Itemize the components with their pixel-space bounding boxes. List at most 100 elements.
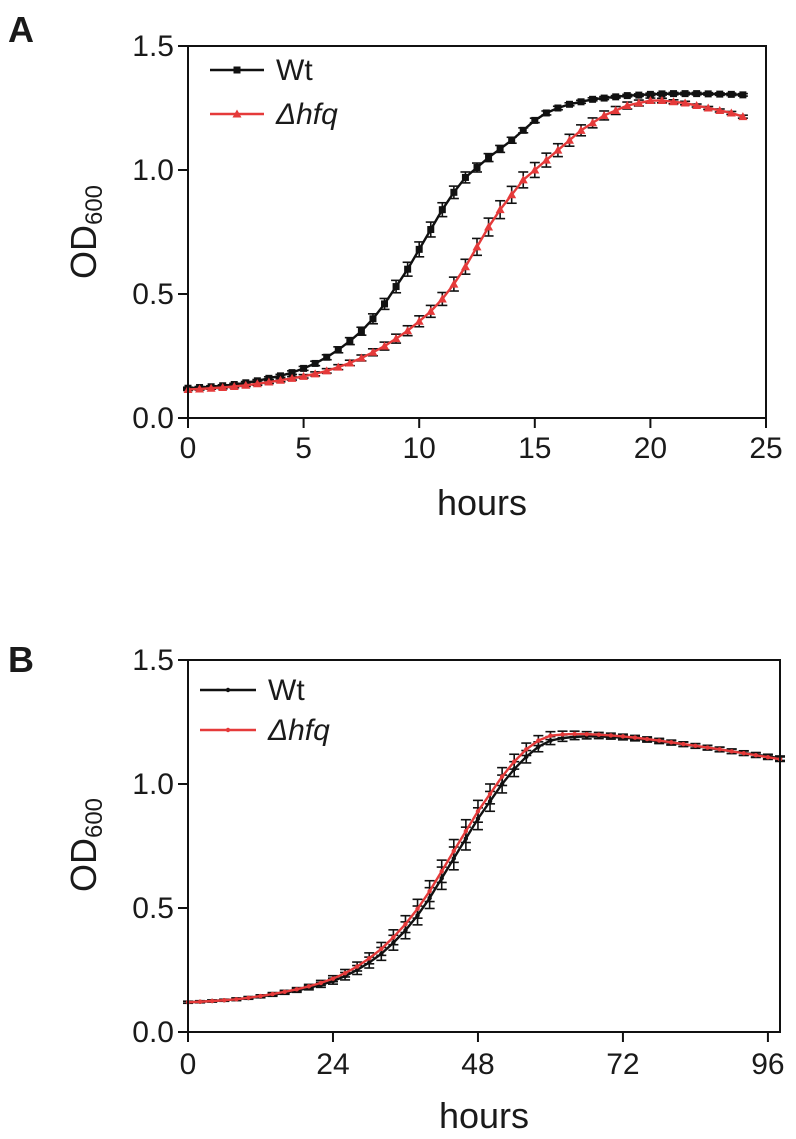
panel-a-series-0-point — [727, 90, 735, 98]
panel-b-series-1-point — [270, 991, 275, 997]
panel-a-xtick-label: 15 — [518, 432, 551, 465]
panel-a-series-1-point — [495, 205, 505, 214]
panel-b-series-1-point — [693, 743, 698, 749]
panel-a-series-1-point — [345, 358, 355, 367]
panel-a-series-1-point — [310, 369, 320, 378]
panel-a-series-1-point — [645, 96, 655, 105]
panel-a-series-1-point — [241, 380, 251, 389]
panel-b-series-1-point — [765, 755, 771, 760]
panel-b-series-1-point — [717, 747, 722, 752]
panel-a-series-0-point — [427, 226, 435, 234]
panel-b-series-1-point — [499, 774, 505, 779]
panel-b-series-1-point — [439, 869, 444, 874]
panel-a-series-1-point — [530, 165, 540, 174]
panel-b-series-1-point — [681, 741, 686, 747]
panel-a-series-0-point — [473, 164, 481, 172]
panel-a-series-0-point — [496, 145, 504, 153]
panel-a-legend-label-1: Δhfq — [275, 98, 338, 131]
panel-b-series-1-point — [524, 747, 529, 752]
panel-b-ytick-label: 1.5 — [132, 644, 174, 677]
panel-b-series-1-point — [427, 888, 432, 894]
panel-b-series-1-point — [234, 997, 239, 1002]
panel-a-series-0-point — [589, 95, 597, 103]
panel-a-series-0-point — [612, 93, 620, 101]
panel-b-series-1-point — [403, 921, 408, 927]
panel-a-series-1-point — [356, 353, 366, 362]
panel-b-xtick-label: 24 — [316, 1048, 349, 1081]
panel-b-ytick-label: 1.0 — [132, 768, 174, 801]
panel-b-series-1-point — [475, 809, 481, 814]
panel-a-series-0-point — [450, 188, 458, 196]
panel-b-plot — [183, 730, 785, 1005]
panel-a-series-1-point — [541, 155, 551, 164]
panel-a-series-0-point — [531, 116, 539, 124]
panel-b-legend-label-1: Δhfq — [267, 714, 330, 747]
panel-a-series-1-point — [692, 101, 702, 110]
panel-a-xtick-label: 10 — [403, 432, 436, 465]
panel-a-series-1-point — [576, 125, 586, 134]
panel-b-series-1-point — [536, 738, 541, 743]
panel-a-legend-entry-0: Wt — [210, 54, 313, 87]
panel-a-series-1-point — [218, 382, 228, 391]
panel-b-series-1-point — [548, 733, 553, 738]
panel-b-letter: B — [8, 639, 34, 680]
panel-a-series-0-point — [693, 90, 701, 98]
panel-a-legend: Wt Δhfq — [210, 54, 338, 131]
panel-a-series-0-point — [716, 90, 724, 98]
panel-a-series-0-point — [635, 91, 643, 99]
panel-b-xtick-label: 48 — [461, 1048, 494, 1081]
panel-b-series-1-point — [487, 791, 493, 797]
panel-a-series-0-point — [646, 90, 654, 98]
panel-b-legend-entry-1: Δhfq — [200, 714, 330, 747]
panel-a-series-1-point — [657, 96, 667, 105]
panel-a-xtick-label: 25 — [749, 432, 782, 465]
panel-a-series-1-point — [460, 262, 470, 271]
panel-a-series-1-point — [322, 366, 332, 375]
panel-a-series-0-point — [404, 265, 412, 273]
panel-a-series-1-point — [622, 101, 632, 110]
panel-a-ytick-label: 1.0 — [132, 154, 174, 187]
panel-a-series-1-point — [680, 98, 690, 107]
panel-a-series-0-point — [461, 173, 469, 181]
panel-a-ytick-label: 0.0 — [132, 402, 174, 435]
panel-b: B 0.0 0.5 1.0 1.5 0 24 48 72 96 Wt Δhfq hours OD6… — [8, 639, 785, 1136]
panel-a-series-1-point — [437, 294, 447, 303]
panel-a-yaxis-title-sub: 600 — [81, 185, 108, 225]
panel-a-series-1-point — [380, 341, 390, 350]
panel-a-xtick-label: 20 — [634, 432, 667, 465]
panel-a-series-1-point — [518, 175, 528, 184]
panel-a-letter: A — [8, 9, 34, 50]
panel-a-series-1-point — [669, 97, 679, 106]
panel-b-series-1-point — [294, 987, 299, 992]
panel-b-ytick-label: 0.5 — [132, 892, 174, 925]
panel-a-series-0-point — [334, 346, 342, 354]
panel-a-series-0-point — [485, 154, 493, 162]
panel-a-series-1-point — [449, 279, 459, 288]
panel-a-series-1-point — [195, 384, 205, 393]
panel-a-series-0-point — [658, 90, 666, 98]
panel-a-series-0-point — [392, 283, 400, 291]
panel-b-legend-marker-0 — [225, 687, 231, 693]
panel-b-series-1-point — [753, 753, 759, 758]
panel-a-series-1-point — [275, 375, 285, 384]
panel-a-ytick-label: 1.5 — [132, 30, 174, 63]
panel-a-series-0-point — [670, 90, 678, 98]
panel-a-series-1 — [183, 96, 748, 393]
panel-a-series-0-point — [542, 109, 550, 117]
panel-b-series-1-point — [584, 731, 589, 737]
panel-a-series-1-point — [611, 105, 621, 114]
panel-a-series-0-point — [288, 369, 296, 377]
panel-b-series-1-point — [209, 998, 215, 1004]
panel-b-xaxis-title: hours — [439, 1095, 529, 1136]
panel-a-series-0-point — [554, 104, 562, 112]
panel-b-series-1-point — [258, 993, 263, 999]
panel-a-series-1-point — [426, 306, 436, 315]
panel-b-series-1-point — [608, 733, 614, 738]
panel-a-yaxis-title: OD600 — [63, 185, 108, 279]
panel-a-series-0-point — [508, 136, 516, 144]
panel-a-series-1-point — [507, 190, 517, 199]
panel-b-series-1-point — [306, 984, 312, 989]
panel-a-plot-frame — [187, 45, 767, 419]
panel-a-series-1-point — [252, 379, 262, 388]
